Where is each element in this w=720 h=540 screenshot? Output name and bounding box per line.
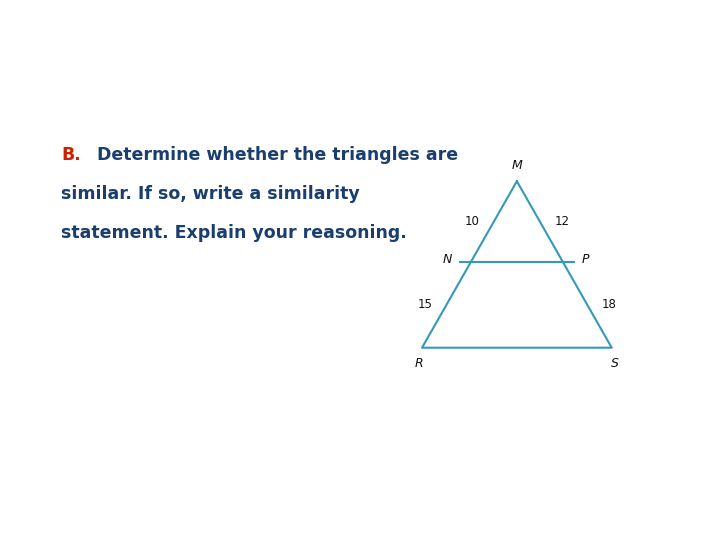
- Text: statement. Explain your reasoning.: statement. Explain your reasoning.: [61, 224, 407, 241]
- Text: P: P: [582, 253, 589, 266]
- Text: 10: 10: [464, 215, 480, 228]
- Text: similar. If so, write a similarity: similar. If so, write a similarity: [61, 185, 360, 202]
- Text: 15: 15: [417, 298, 432, 311]
- Text: B.: B.: [61, 146, 81, 164]
- Text: N: N: [443, 253, 452, 266]
- Text: R: R: [415, 357, 423, 370]
- Text: 12: 12: [554, 215, 570, 228]
- Text: M: M: [511, 159, 522, 172]
- Text: 18: 18: [602, 298, 616, 311]
- Text: Determine whether the triangles are: Determine whether the triangles are: [85, 146, 458, 164]
- Text: S: S: [611, 357, 618, 370]
